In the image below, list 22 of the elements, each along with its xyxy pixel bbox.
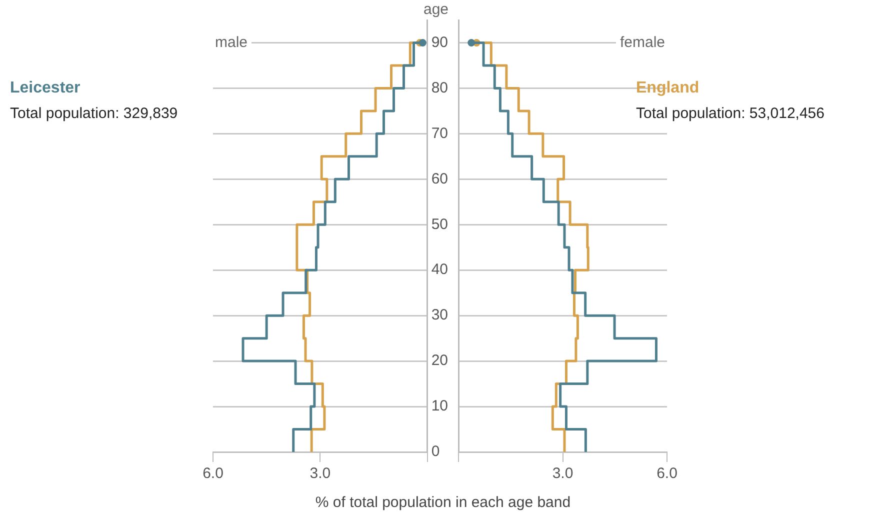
text: England	[636, 79, 700, 96]
text: female	[620, 34, 666, 51]
x-tick-label: 3.0	[552, 465, 574, 482]
y-tick-label: 50	[431, 216, 448, 233]
x-axis-title: % of total population in each age band	[314, 494, 572, 511]
y-tick-label: 10	[431, 398, 448, 415]
y-tick-label: 0	[431, 443, 440, 460]
x-tick-label: 6.0	[656, 465, 678, 482]
y-tick-label: 70	[431, 124, 448, 142]
text: male	[215, 34, 248, 51]
y-tick-label: 40	[431, 261, 448, 278]
y-axis-title: age	[423, 1, 449, 18]
text: Leicester	[10, 79, 80, 96]
y-tick-label: 60	[431, 170, 448, 188]
x-tick-label: 6.0	[202, 465, 224, 482]
x-tick-label: 3.0	[310, 465, 331, 482]
y-tick-label: 90	[431, 34, 448, 51]
annotation: Total population: 53,012,456	[636, 105, 824, 122]
y-tick-label: 30	[431, 306, 448, 324]
text: Total population: 329,839	[10, 105, 178, 122]
y-tick-label: 20	[431, 352, 448, 370]
y-tick-label: 80	[431, 79, 448, 96]
